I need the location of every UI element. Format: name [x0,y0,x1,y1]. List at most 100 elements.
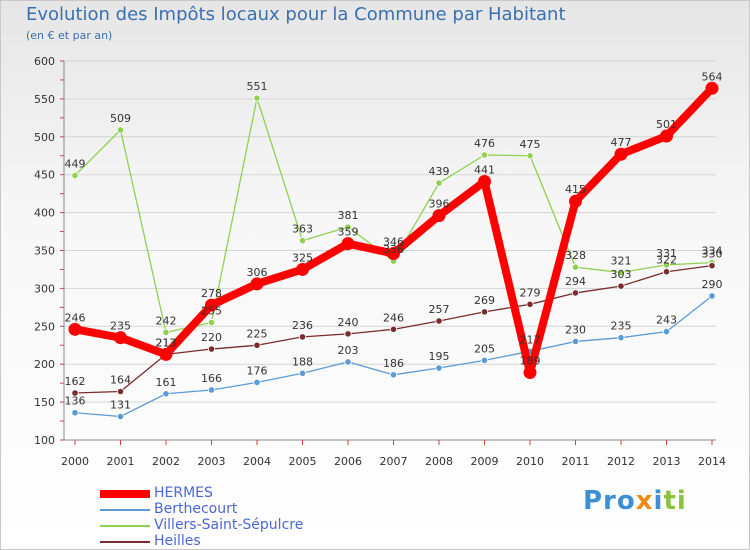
data-point [71,171,79,180]
data-label: 363 [292,223,313,236]
data-point [389,325,398,333]
data-point [662,328,671,336]
legend-swatch [100,490,150,498]
x-tick-label: 2004 [243,455,271,468]
data-label: 279 [520,286,541,299]
data-label: 203 [338,344,359,357]
data-point [708,292,716,300]
data-label: 321 [611,254,632,267]
x-tick-label: 2005 [289,455,317,468]
data-point [207,386,216,394]
legend-label: Berthecourt [154,501,238,517]
data-label: 195 [429,350,450,363]
data-point [571,289,580,297]
data-label: 243 [656,314,677,327]
data-point [298,333,307,341]
x-tick-label: 2007 [380,455,408,468]
x-tick-label: 2001 [107,455,135,468]
data-label: 131 [110,399,131,412]
data-label: 205 [474,342,495,355]
data-point [162,390,170,398]
data-label: 396 [429,198,450,211]
data-point [387,247,400,261]
y-tick-label: 150 [34,396,55,409]
y-tick-label: 100 [34,434,55,447]
data-label: 439 [429,165,450,178]
x-tick-label: 2014 [698,455,726,468]
data-point [253,94,261,102]
data-label: 269 [474,294,495,307]
data-point [478,175,491,189]
data-point [207,345,216,353]
data-label: 164 [110,373,131,386]
data-label: 257 [429,303,450,316]
data-point [617,282,625,290]
data-label: 322 [656,254,677,267]
data-label: 166 [201,372,222,385]
data-point [571,337,580,346]
data-label: 217 [520,333,541,346]
data-label: 162 [65,375,86,388]
x-tick-label: 2011 [562,455,590,468]
data-label: 476 [474,137,495,150]
data-label: 225 [247,327,268,340]
data-label: 441 [474,164,495,177]
data-point [116,126,125,134]
data-label: 303 [611,268,632,281]
y-tick-label: 250 [34,320,55,333]
x-tick-label: 2003 [198,455,226,468]
data-point [68,322,82,336]
y-tick-label: 350 [34,245,55,258]
data-label: 306 [247,266,268,279]
series-line-Villers-Saint-Sépulcre [74,97,713,334]
data-label: 331 [656,247,677,260]
data-point [480,356,489,365]
legend-swatch [100,509,150,511]
data-label: 246 [383,311,404,324]
logo-part-4: ti [663,486,687,516]
legend-swatch [100,541,150,543]
data-label: 294 [565,275,586,288]
data-label: 236 [292,319,313,332]
data-label: 564 [702,70,723,83]
y-tick-label: 200 [34,358,55,371]
data-point [614,147,628,161]
data-point [480,308,489,316]
data-label: 213 [156,336,177,349]
data-point [705,81,719,95]
data-point [344,223,352,231]
data-label: 220 [201,331,222,344]
data-point [296,262,309,276]
x-tick-label: 2012 [607,455,635,468]
x-tick-label: 2000 [61,455,89,468]
data-point [569,194,582,208]
data-label: 334 [702,245,723,258]
data-point [435,317,443,325]
data-point [523,366,537,380]
data-point [662,261,671,269]
data-point [253,378,261,386]
data-point [341,237,355,251]
data-point [617,268,625,277]
data-label: 336 [383,243,404,256]
y-tick-label: 550 [34,93,55,106]
data-label: 213 [156,336,177,349]
logo-part-2: x [635,486,654,516]
x-tick-label: 2009 [471,455,499,468]
data-label: 328 [565,249,586,262]
y-tick-label: 450 [34,169,55,182]
data-label: 242 [156,314,177,327]
data-point [298,237,307,245]
data-label: 475 [520,138,541,151]
y-tick-label: 600 [34,55,55,68]
y-tick-label: 500 [34,131,55,144]
data-label: 415 [565,183,586,196]
logo-part-3: i [653,486,664,516]
data-point [344,330,352,338]
data-point [159,347,173,361]
x-tick-label: 2002 [152,455,180,468]
data-point [71,389,79,397]
data-label: 449 [65,157,86,170]
